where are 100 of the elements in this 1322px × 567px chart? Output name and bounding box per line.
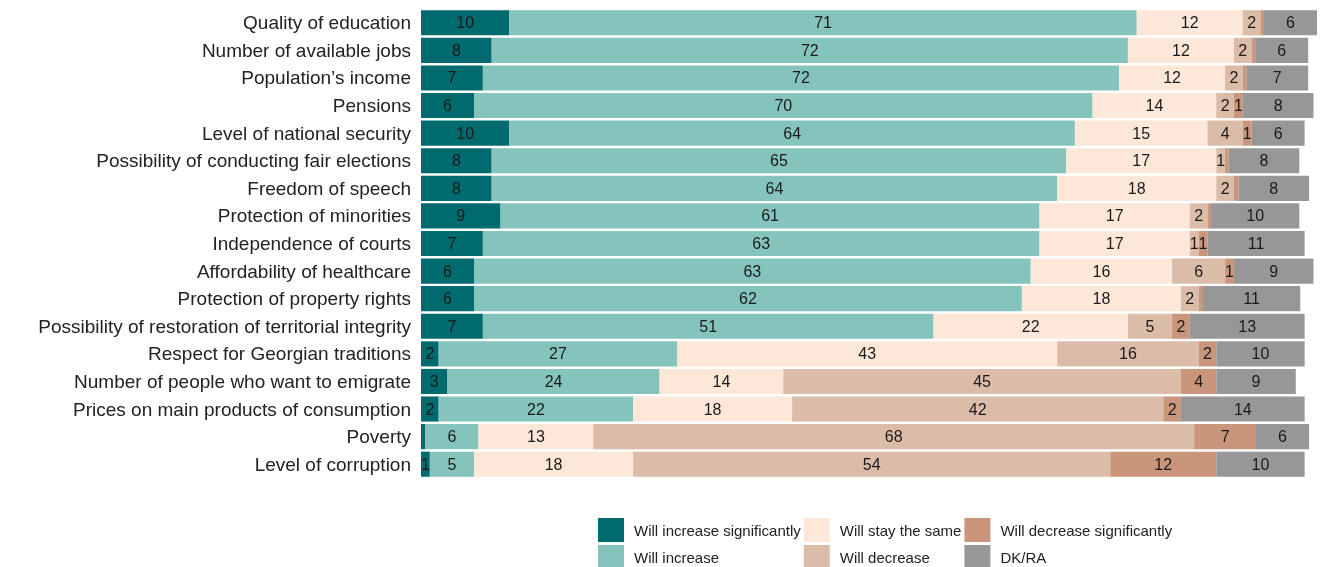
bar — [429, 451, 475, 477]
data-label: 5 — [1145, 317, 1155, 335]
bar — [1127, 37, 1234, 63]
bar — [1256, 424, 1310, 450]
bar — [1057, 175, 1217, 201]
data-label: 18 — [703, 400, 722, 418]
data-label: 4 — [1220, 124, 1230, 142]
data-label: 7 — [447, 317, 457, 335]
data-label: 1 — [1189, 235, 1199, 252]
bar — [474, 451, 634, 477]
data-label: 12 — [1172, 41, 1190, 59]
legend-label: Will increase significantly — [634, 521, 802, 539]
bar — [1074, 120, 1208, 146]
bar — [1194, 424, 1257, 450]
y-tick-label: Population’s income — [241, 67, 411, 89]
bar — [1203, 286, 1301, 312]
data-label: 1 — [420, 455, 430, 473]
data-label: 2 — [1167, 400, 1177, 418]
data-label: 9 — [1251, 372, 1261, 390]
y-tick-label: Level of corruption — [254, 453, 411, 475]
data-label: 24 — [544, 372, 563, 390]
data-label: 18 — [1092, 290, 1111, 308]
data-label: 18 — [1127, 179, 1146, 197]
data-label: 8 — [1269, 179, 1279, 197]
bar — [1057, 341, 1199, 367]
data-label: 10 — [1246, 207, 1265, 225]
bar — [509, 120, 1075, 146]
data-label: 42 — [968, 400, 987, 418]
data-label: 64 — [765, 179, 784, 197]
data-label: 7 — [447, 69, 457, 87]
data-label: 1 — [1242, 124, 1252, 142]
bar — [1189, 313, 1305, 339]
bar — [1207, 230, 1305, 257]
data-label: 6 — [1273, 124, 1283, 142]
bar — [1092, 93, 1217, 119]
data-label: 1 — [1225, 262, 1235, 280]
bar — [1225, 65, 1243, 91]
y-tick-label: Protection of property rights — [177, 288, 411, 310]
data-label: 2 — [1220, 97, 1230, 115]
data-label: 11 — [1247, 235, 1265, 252]
y-tick-label: Respect for Georgian traditions — [148, 343, 411, 365]
data-label: 15 — [1132, 124, 1151, 142]
data-label: 63 — [752, 235, 771, 252]
data-label: 63 — [743, 262, 762, 280]
data-label: 7 — [1272, 69, 1282, 87]
bar — [447, 368, 660, 394]
data-label: 72 — [792, 69, 810, 87]
data-label: 1 — [1216, 152, 1226, 170]
data-label: 2 — [1220, 179, 1230, 197]
bar — [438, 341, 678, 367]
bar — [1180, 368, 1217, 394]
bar — [1163, 396, 1181, 422]
data-label: 6 — [447, 428, 457, 446]
legend-label: Will stay the same — [839, 521, 962, 539]
bar — [1216, 451, 1305, 477]
data-label: 10 — [1251, 455, 1270, 473]
data-label: 2 — [1202, 345, 1212, 363]
data-label: 27 — [549, 345, 567, 363]
bar — [1039, 230, 1190, 257]
data-label: 2 — [1247, 14, 1257, 32]
data-label: 71 — [814, 14, 833, 32]
bar — [474, 258, 1031, 284]
data-label: 10 — [456, 14, 475, 32]
bar — [421, 37, 492, 63]
bar — [421, 93, 475, 119]
bar — [491, 37, 1128, 63]
bar — [474, 93, 1093, 119]
data-label: 2 — [425, 345, 435, 363]
data-label: 51 — [699, 317, 718, 335]
data-label: 17 — [1105, 207, 1124, 225]
data-label: 12 — [1163, 69, 1182, 87]
bar — [482, 230, 1040, 257]
data-label: 6 — [1286, 14, 1296, 32]
bar — [421, 230, 483, 257]
bar — [1246, 65, 1309, 91]
bar — [1119, 65, 1226, 91]
bar — [659, 368, 784, 394]
data-label: 8 — [451, 179, 461, 197]
bar — [421, 396, 439, 422]
data-label: 13 — [526, 428, 545, 446]
bar — [783, 368, 1181, 394]
data-label: 45 — [973, 372, 992, 390]
y-tick-label: Independence of courts — [212, 233, 411, 254]
bar — [425, 424, 479, 450]
bar — [1136, 10, 1243, 36]
bar — [421, 368, 448, 394]
bar — [792, 396, 1164, 422]
bar — [1207, 120, 1243, 146]
y-tick-label: Possibility of conducting fair elections — [96, 150, 411, 172]
bar — [1263, 10, 1317, 36]
legend-label: Will decrease — [839, 548, 930, 566]
bar — [677, 341, 1058, 367]
data-label: 1 — [1233, 97, 1243, 115]
bar — [1260, 10, 1264, 36]
data-label: 2 — [1185, 290, 1195, 308]
bar — [1039, 203, 1190, 229]
data-label: 2 — [1229, 69, 1239, 87]
data-label: 65 — [769, 152, 788, 170]
data-label: 6 — [443, 97, 453, 115]
data-label: 8 — [451, 41, 461, 59]
